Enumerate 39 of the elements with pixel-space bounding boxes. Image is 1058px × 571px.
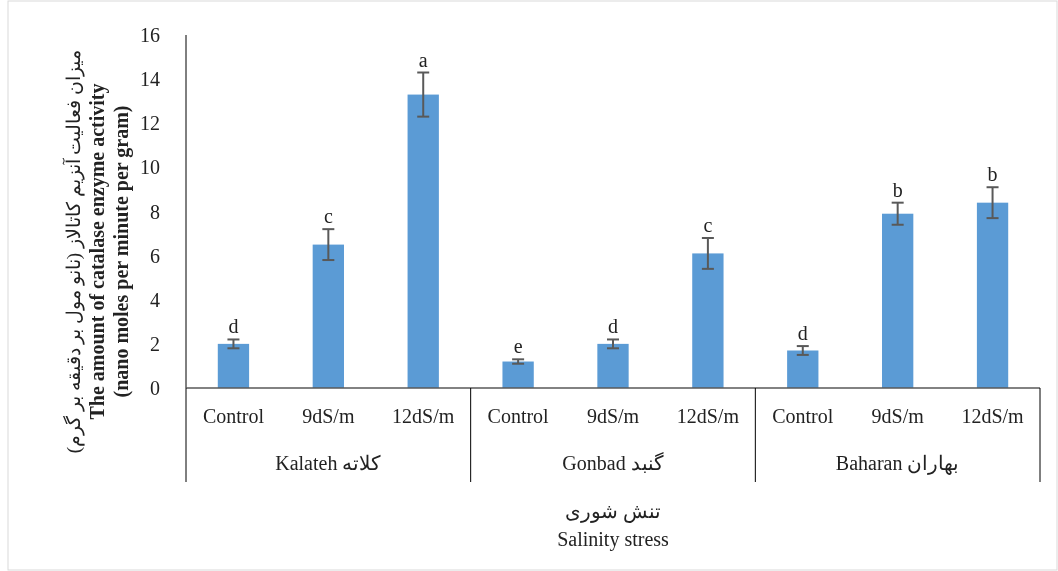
bar xyxy=(407,94,439,388)
y-tick-label: 14 xyxy=(140,68,160,91)
y-tick-label: 8 xyxy=(150,200,160,223)
data-label: c xyxy=(703,213,713,236)
text: Baharan بهاران xyxy=(835,452,960,475)
data-label: e xyxy=(513,335,523,358)
y-tick-label: 6 xyxy=(150,244,160,267)
x-tick-label: Control xyxy=(487,405,550,427)
y-tick-label: 2 xyxy=(150,332,160,355)
y-tick-label: 10 xyxy=(140,156,160,179)
bar xyxy=(597,343,629,388)
bar xyxy=(692,253,724,388)
x-tick-label: 9dS/m xyxy=(302,405,355,427)
bar xyxy=(787,350,819,388)
data-label: b xyxy=(987,163,998,186)
x-tick-label: 12dS/m xyxy=(676,405,740,427)
text: Kalateh کلاته xyxy=(275,452,382,474)
bar xyxy=(217,343,250,388)
data-label: d xyxy=(228,315,239,338)
x-tick-label: Control xyxy=(202,405,265,427)
x-tick-label: 12dS/m xyxy=(392,405,455,427)
bar xyxy=(312,244,344,388)
text: Gonbad گنبد xyxy=(562,452,664,474)
bar xyxy=(882,213,914,388)
x-tick-label: 12dS/m xyxy=(961,405,1025,427)
data-label: d xyxy=(608,315,618,338)
bar xyxy=(502,361,534,388)
y-tick-label: 12 xyxy=(140,112,160,135)
data-label: c xyxy=(323,205,333,228)
y-tick-label: 0 xyxy=(150,377,160,399)
bar xyxy=(976,202,1009,388)
data-label: a xyxy=(418,48,428,71)
data-label: b xyxy=(892,178,903,201)
x-tick-label: Control xyxy=(772,405,834,427)
data-label: d xyxy=(797,322,808,345)
y-tick-label: 16 xyxy=(140,24,160,46)
x-tick-label: 9dS/m xyxy=(871,405,925,427)
x-tick-label: 9dS/m xyxy=(586,405,640,427)
y-tick-label: 4 xyxy=(150,288,160,311)
